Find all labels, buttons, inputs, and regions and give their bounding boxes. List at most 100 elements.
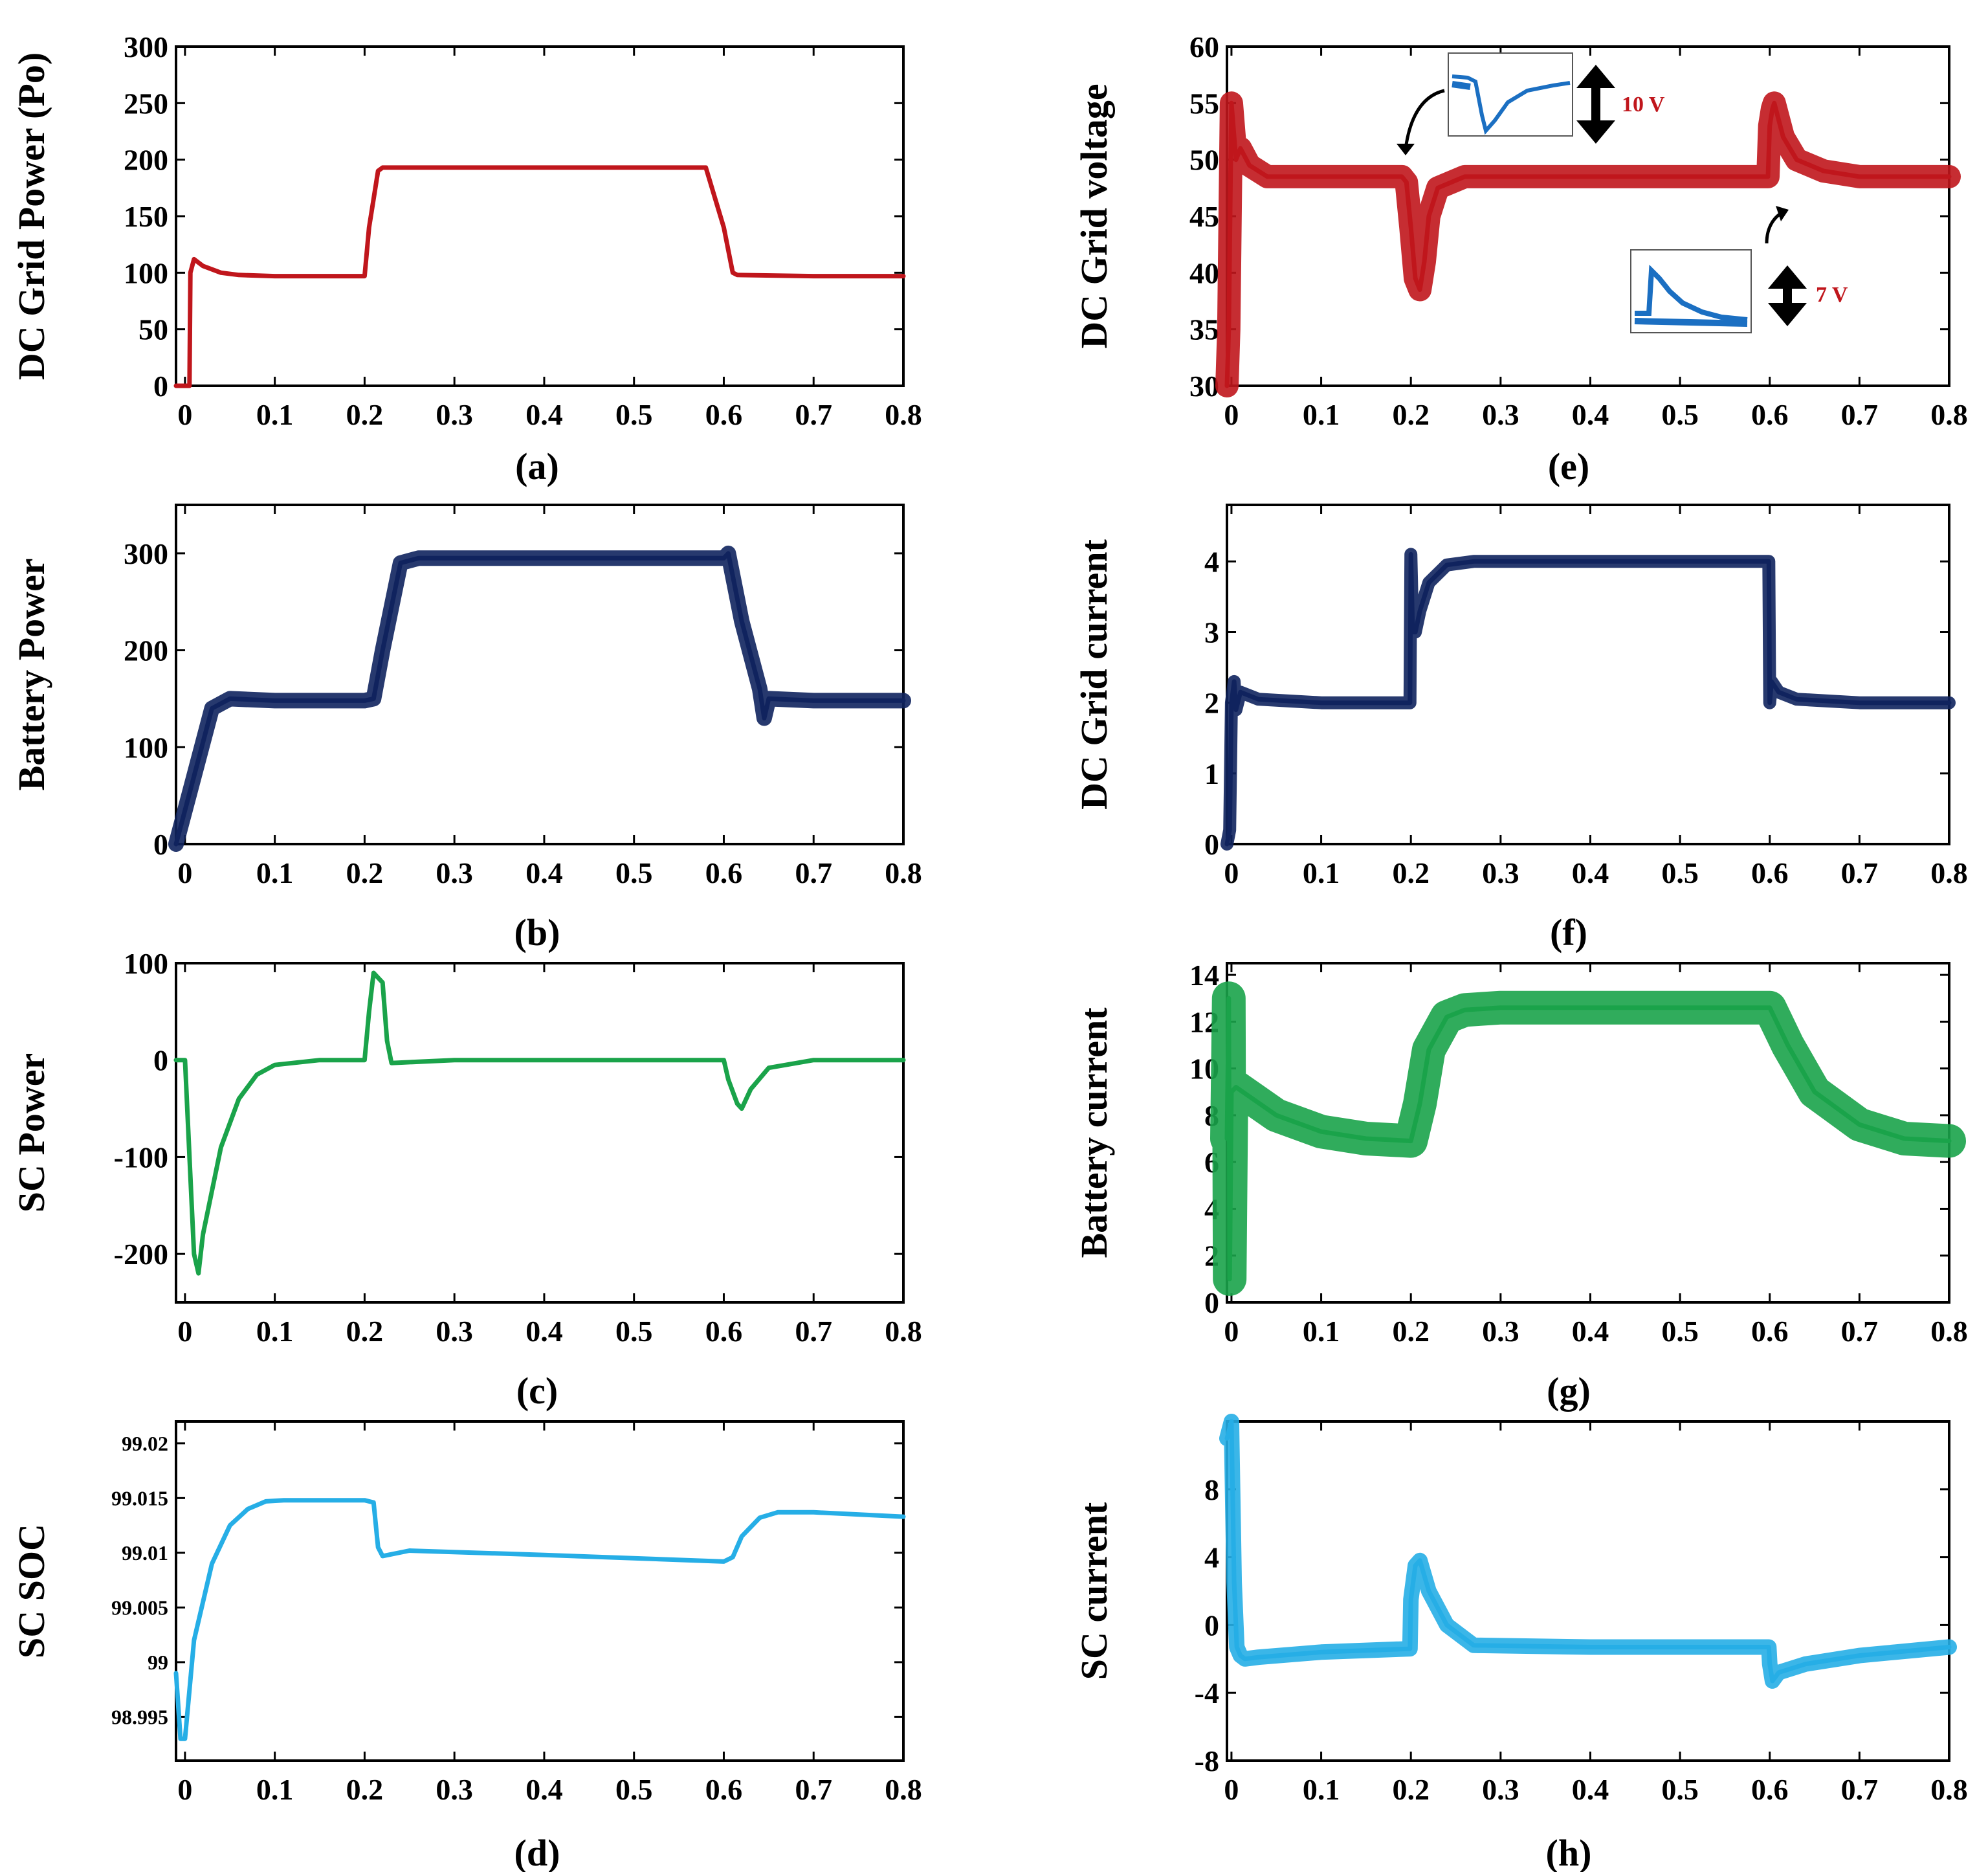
- panel-b: 0 0.1 0.2 0.3 0.4 0.5 0.6 0.7 0.8 0 100 200 300 Batte…: [10, 504, 922, 953]
- panel-h: 0 0.1 0.2 0.3 0.4 0.5 0.6 0.7 0.8 -8 -4 0 4 8 SC curre…: [1073, 1414, 1968, 1872]
- x-tick-label: 0.6: [705, 856, 743, 889]
- series-line-a: [173, 165, 906, 388]
- x-tick-label: 0.5: [615, 856, 653, 889]
- x-tick-label: 0.3: [1482, 1315, 1519, 1348]
- x-tick-label: 0.6: [1751, 1773, 1789, 1806]
- inset-trace-dip: [1452, 74, 1571, 135]
- x-tick-label: 0.3: [1482, 856, 1519, 889]
- y-tick-label: -100: [114, 1141, 168, 1174]
- x-tick-label: 0.8: [885, 856, 922, 889]
- x-tick-label: 0.2: [346, 1773, 384, 1806]
- x-tick-label: 0.6: [705, 1315, 743, 1348]
- x-tick-label: 0.7: [1841, 856, 1879, 889]
- y-tick-label: 0: [153, 1044, 168, 1077]
- y-tick-label: 99.015: [111, 1486, 168, 1510]
- y-axis-label-g: Battery current: [1073, 1007, 1115, 1258]
- y-tick-label: 300: [124, 30, 168, 63]
- x-tick-label: 0.2: [346, 1315, 384, 1348]
- x-tick-label: 0.1: [1303, 398, 1340, 431]
- y-axis-label-h: SC current: [1073, 1502, 1115, 1680]
- y-tick-label: 2: [1204, 687, 1219, 720]
- x-tick-label: 0.1: [1303, 1773, 1340, 1806]
- x-tick-label: 0.1: [256, 856, 294, 889]
- x-tick-label: 0.4: [1572, 398, 1609, 431]
- y-axis-label-b: Battery Power: [10, 558, 52, 790]
- x-tick-label: 0.6: [705, 398, 743, 431]
- x-tick-label: 0.2: [1392, 856, 1430, 889]
- annotation-inset-dip: 10 V: [1397, 52, 1665, 155]
- x-tick-label: 0.6: [1751, 1315, 1789, 1348]
- x-tick-label: 0.4: [525, 1773, 563, 1806]
- y-tick-label: 60: [1189, 30, 1219, 63]
- plot-frame-c: [175, 962, 905, 1304]
- arrowhead-dip: [1397, 144, 1415, 155]
- y-tick-label: 250: [124, 87, 168, 120]
- x-tick-label: 0: [1224, 856, 1239, 889]
- x-tick-label: 0.1: [1303, 856, 1340, 889]
- y-tick-label: 4: [1204, 1541, 1219, 1574]
- y-tick-label: 0: [1204, 1609, 1219, 1642]
- y-tick-label: 35: [1189, 313, 1219, 346]
- annotation-7v: 7 V: [1816, 283, 1848, 307]
- y-tick-label: -200: [114, 1238, 168, 1271]
- x-tick-label: 0.5: [1661, 1315, 1699, 1348]
- x-tick-label: 0.3: [436, 856, 473, 889]
- inset-trace-spike-band: [1634, 318, 1748, 327]
- series-line-h: [1224, 1419, 1952, 1684]
- arrow-dip: [1404, 89, 1445, 150]
- y-axis-label-c: SC Power: [10, 1053, 52, 1212]
- y-tick-label: 300: [124, 537, 168, 570]
- y-axis-label-d: SC SOC: [10, 1524, 52, 1658]
- double-arrowhead-10v-down: [1576, 120, 1615, 144]
- x-tick-label: 0.1: [256, 1315, 294, 1348]
- x-tick-label: 0.3: [1482, 1773, 1519, 1806]
- arrowhead-spike: [1776, 206, 1789, 221]
- y-axis-label-a: DC Grid Power (Po): [10, 52, 52, 380]
- y-tick-label: 99.005: [111, 1596, 168, 1619]
- panel-g: 0 0.1 0.2 0.3 0.4 0.5 0.6 0.7 0.802468101214Batt…: [1073, 959, 1968, 1412]
- x-tick-label: 0.2: [346, 398, 384, 431]
- x-tick-label: 0.1: [256, 398, 294, 431]
- x-tick-label: 0.4: [1572, 1773, 1609, 1806]
- x-tick-label: 0.8: [1930, 856, 1968, 889]
- x-tick-label: 0.7: [795, 1773, 832, 1806]
- x-tick-label: 0.2: [1392, 398, 1430, 431]
- x-tick-label: 0.4: [525, 398, 563, 431]
- x-tick-label: 0.2: [346, 856, 384, 889]
- plot-frame-b: [175, 504, 905, 845]
- inset-trace-spike: [1635, 264, 1748, 322]
- y-tick-label: 40: [1189, 256, 1219, 289]
- y-tick-label: 30: [1189, 370, 1219, 403]
- x-tick-label: 0: [177, 1773, 192, 1806]
- series-line-c: [173, 970, 906, 1276]
- y-axis-label-e: DC Grid voltage: [1073, 84, 1115, 348]
- y-tick-label: -4: [1195, 1677, 1219, 1710]
- x-tick-label: 0.7: [1841, 1773, 1879, 1806]
- y-tick-label: 100: [124, 731, 168, 764]
- x-tick-label: 0.8: [885, 398, 922, 431]
- x-tick-label: 0.5: [1661, 398, 1699, 431]
- y-tick-label: 55: [1189, 87, 1219, 120]
- series-line-d: [173, 1498, 906, 1741]
- subfigure-label-d: (d): [514, 1832, 560, 1872]
- y-tick-label: 150: [124, 200, 168, 233]
- x-tick-label: 0: [1224, 1773, 1239, 1806]
- y-tick-label: 98.995: [111, 1705, 168, 1728]
- subfigure-label-f: (f): [1550, 911, 1587, 953]
- y-tick-label: 100: [124, 256, 168, 289]
- y-tick-label: 99: [148, 1651, 168, 1674]
- y-tick-label: 0: [153, 370, 168, 403]
- y-tick-label: 99.01: [122, 1541, 168, 1565]
- y-tick-label: 200: [124, 144, 168, 177]
- x-tick-label: 0.1: [256, 1773, 294, 1806]
- y-axis-label-f: DC Grid current: [1073, 539, 1115, 809]
- subfigure-label-c: (c): [516, 1370, 558, 1412]
- y-tick-label: 14: [1189, 959, 1219, 992]
- x-tick-label: 0.4: [1572, 856, 1609, 889]
- x-tick-label: 0.8: [1930, 1773, 1968, 1806]
- x-tick-label: 0.5: [1661, 1773, 1699, 1806]
- x-tick-label: 0.4: [525, 856, 563, 889]
- y-tick-label: 1: [1204, 757, 1219, 790]
- inset-box-dip: [1448, 52, 1573, 137]
